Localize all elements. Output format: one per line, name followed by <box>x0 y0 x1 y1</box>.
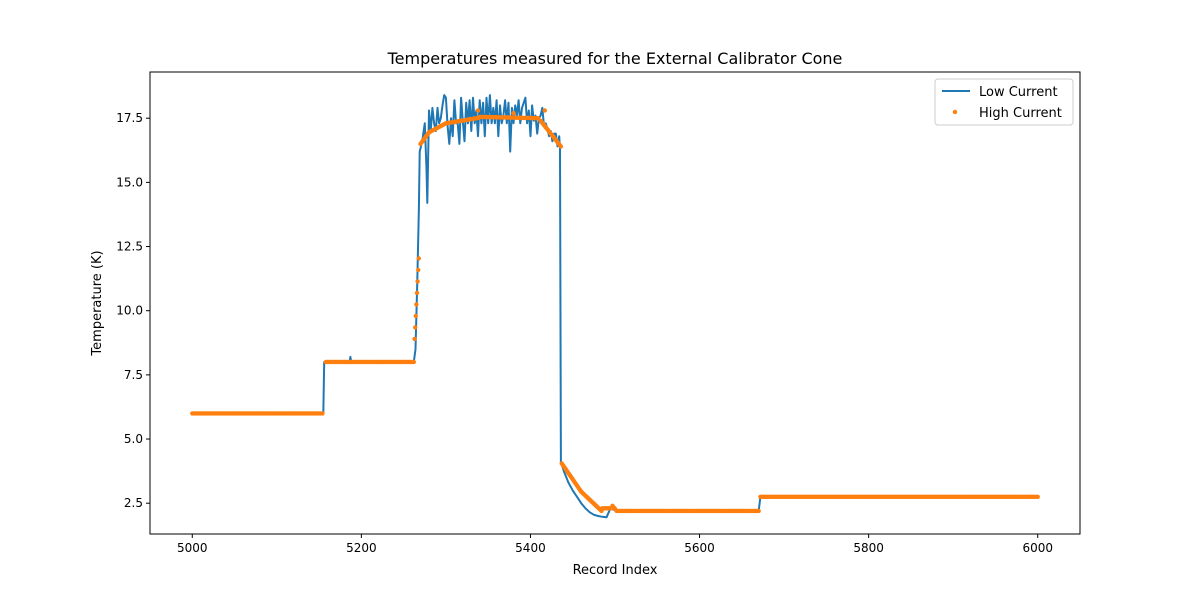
high-current-point <box>475 108 481 113</box>
low-current-line <box>192 94 1038 519</box>
legend: Low Current High Current <box>934 78 1074 126</box>
y-tick-label: 17.5 <box>116 111 143 125</box>
x-tick-label: 5000 <box>177 541 208 555</box>
high-current-point <box>320 411 325 416</box>
high-current-point <box>415 279 420 284</box>
x-tick-label: 5600 <box>684 541 715 555</box>
high-current-point <box>511 110 516 116</box>
x-tick-label: 5200 <box>346 541 377 555</box>
high-current-point <box>416 267 421 273</box>
x-tick-label: 5800 <box>853 541 884 555</box>
high-current-point <box>414 302 419 307</box>
high-current-point <box>412 336 417 342</box>
legend-label-low-current: Low Current <box>979 85 1058 100</box>
x-tick-label: 5400 <box>515 541 546 555</box>
high-current-point <box>414 290 420 296</box>
y-tick-label: 15.0 <box>116 175 143 189</box>
y-axis: 2.5 5.0 7.5 10.0 12.5 15.0 17.5 <box>116 111 150 510</box>
plot-area <box>190 94 1040 519</box>
y-tick-label: 2.5 <box>124 496 143 510</box>
high-current-point <box>542 108 547 113</box>
x-tick-label: 6000 <box>1022 541 1053 555</box>
axes-frame <box>149 71 1081 535</box>
x-axis: 5000 5200 5400 5600 5800 6000 <box>177 534 1053 555</box>
high-current-point <box>1035 494 1040 499</box>
y-tick-label: 5.0 <box>124 432 143 446</box>
legend-marker-high-current <box>952 109 958 115</box>
chart-title: Temperatures measured for the External C… <box>387 49 843 68</box>
high-current-points <box>190 108 1040 514</box>
high-current-point <box>756 508 761 514</box>
high-current-point <box>413 325 418 330</box>
y-tick-label: 12.5 <box>116 240 143 254</box>
y-tick-label: 10.0 <box>116 304 143 318</box>
y-tick-label: 7.5 <box>124 368 143 382</box>
high-current-point <box>413 313 418 319</box>
high-current-point <box>558 144 564 149</box>
y-axis-label: Temperature (K) <box>90 250 105 356</box>
high-current-point <box>416 256 421 261</box>
x-axis-label: Record Index <box>573 563 658 578</box>
legend-label-high-current: High Current <box>979 106 1062 121</box>
high-current-point <box>411 359 416 365</box>
